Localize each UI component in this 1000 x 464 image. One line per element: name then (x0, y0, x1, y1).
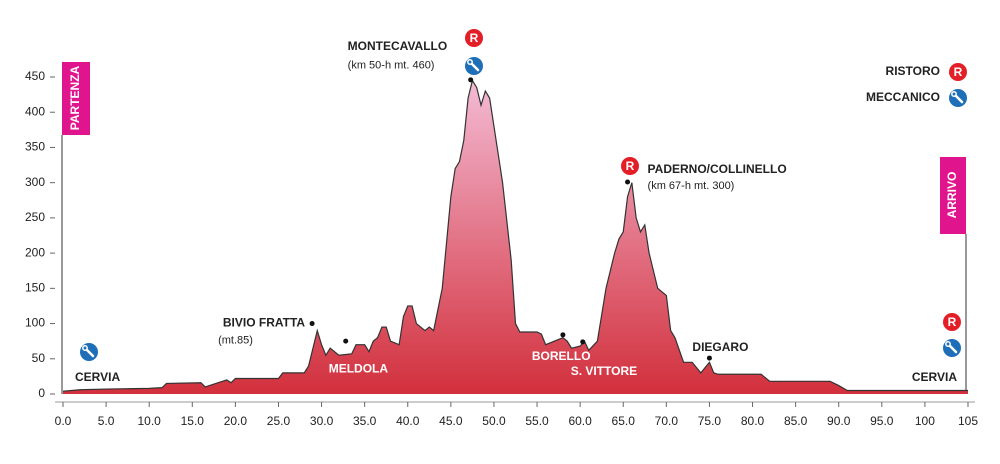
y-tick-label: 100 (25, 316, 45, 330)
start-box (62, 62, 90, 135)
x-tick-label: 0.0 (55, 414, 72, 428)
point-label: MONTECAVALLO (348, 39, 448, 53)
x-tick-label: 75.0 (698, 414, 722, 428)
town-label: CERVIA (75, 370, 120, 384)
x-tick-label: 30.0 (310, 414, 334, 428)
x-tick-label: 100 (915, 414, 935, 428)
ristoro-symbol: R (470, 31, 479, 45)
x-tick-label: 55.0 (525, 414, 549, 428)
point-label: S. VITTORE (571, 364, 637, 378)
point-label: BORELLO (532, 349, 591, 363)
x-tick-label: 15.0 (181, 414, 205, 428)
point-dot (343, 338, 349, 344)
y-tick-label: 300 (25, 175, 45, 189)
ristoro-symbol: R (954, 65, 963, 79)
point-dot (468, 77, 474, 83)
x-tick-label: 5.0 (98, 414, 115, 428)
point-sublabel: (km 67-h mt. 300) (648, 180, 735, 192)
ristoro-symbol: R (948, 315, 957, 329)
x-tick-label: 25.0 (267, 414, 291, 428)
legend-ristoro: RISTORO (886, 64, 940, 78)
y-tick-label: 50 (32, 351, 46, 365)
x-tick-label: 45.0 (439, 414, 463, 428)
point-dot (580, 339, 586, 345)
x-tick-label: 35.0 (353, 414, 377, 428)
point-label: PADERNO/COLLINELLO (648, 162, 787, 176)
ristoro-symbol: R (626, 159, 635, 173)
wrench-head (945, 341, 951, 347)
y-tick-label: 350 (25, 140, 45, 154)
point-sublabel: (km 50-h mt. 460) (348, 60, 435, 72)
point-label: BIVIO FRATTA (223, 316, 306, 330)
point-dot (309, 321, 315, 327)
x-tick-label: 105 (958, 414, 978, 428)
ristoro-icon (465, 29, 483, 47)
point-dot (706, 355, 712, 361)
x-tick-label: 85.0 (784, 414, 808, 428)
y-tick-label: 200 (25, 245, 45, 259)
x-tick-label: 65.0 (612, 414, 636, 428)
elevation-area (63, 80, 968, 395)
elevation-line (62, 78, 968, 392)
x-tick-label: 70.0 (655, 414, 679, 428)
x-tick-label: 60.0 (568, 414, 592, 428)
point-label: DIEGARO (692, 340, 748, 354)
point-dot (625, 179, 631, 185)
ristoro-icon (949, 63, 967, 81)
x-tick-label: 10.0 (138, 414, 162, 428)
x-tick-label: 40.0 (396, 414, 420, 428)
finish-box (940, 157, 966, 234)
wrench-head (467, 59, 473, 65)
start-label: PARTENZA (68, 65, 82, 130)
y-tick-label: 450 (25, 69, 45, 83)
y-tick-label: 150 (25, 281, 45, 295)
x-tick-label: 20.0 (224, 414, 248, 428)
ristoro-icon (943, 313, 961, 331)
point-dot (560, 332, 566, 338)
ristoro-icon (621, 157, 639, 175)
point-sublabel: (mt.85) (218, 334, 253, 346)
y-tick-label: 0 (38, 386, 45, 400)
town-label: CERVIA (912, 370, 957, 384)
y-tick-label: 250 (25, 210, 45, 224)
y-tick-label: 400 (25, 104, 45, 118)
wrench-head (82, 345, 88, 351)
legend-meccanico: MECCANICO (866, 90, 940, 104)
x-tick-label: 90.0 (827, 414, 851, 428)
x-tick-label: 50.0 (482, 414, 506, 428)
wrench-head (951, 91, 957, 97)
x-tick-label: 80.0 (741, 414, 765, 428)
x-tick-label: 95.0 (870, 414, 894, 428)
point-label: MELDOLA (329, 361, 389, 375)
finish-label: ARRIVO (945, 172, 959, 219)
